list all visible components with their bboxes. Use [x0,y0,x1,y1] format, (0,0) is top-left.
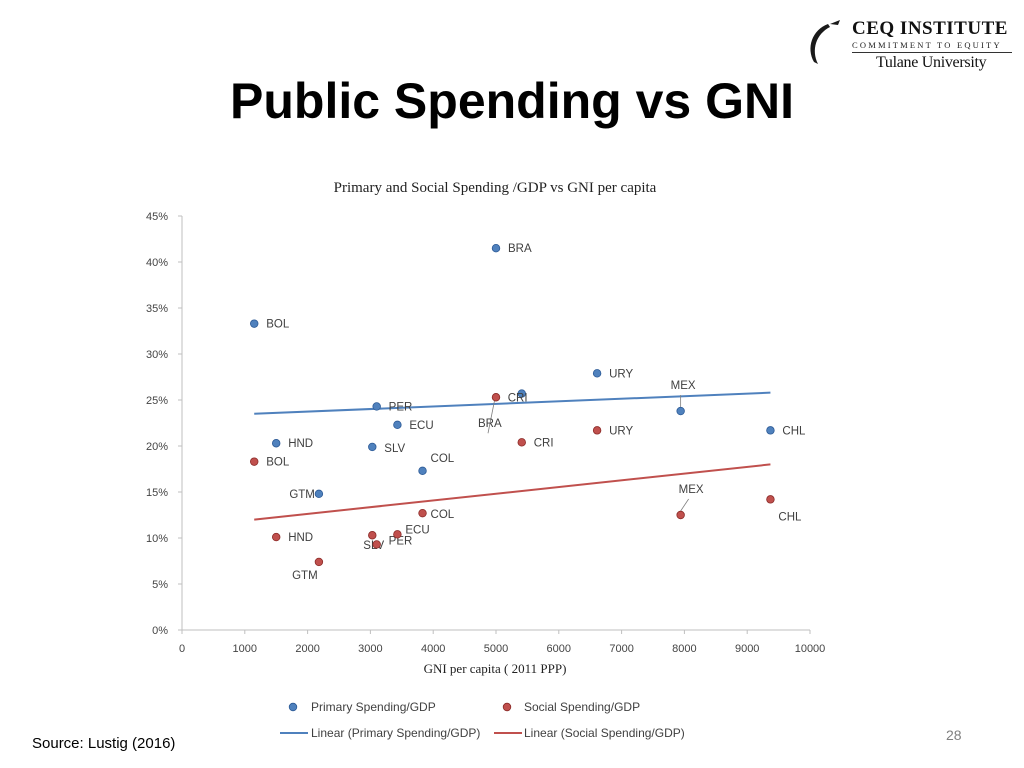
source-note: Source: Lustig (2016) [32,735,176,752]
social-point-col [418,508,427,518]
y-tick-label: 40% [146,257,168,269]
social-point-ecu [393,530,402,539]
y-tick-label: 5% [152,579,168,591]
logo-divider [852,52,1012,53]
legend-trend-label-primary: Linear (Primary Spending/GDP) [311,726,480,740]
social-label-bra: BRA [478,418,502,430]
x-axis-title: GNI per capita ( 2011 PPP) [423,661,567,676]
primary-label-per: PER [389,401,413,413]
x-tick-label: 5000 [484,643,508,655]
logo-university: Tulane University [876,54,987,71]
x-tick-label: 9000 [735,643,759,655]
slide-title: Public Spending vs GNI [230,73,794,129]
primary-label-ecu: ECU [409,420,433,432]
x-tick-label: 8000 [672,643,696,655]
primary-point-chl [766,426,775,435]
social-label-mex: MEX [679,484,704,496]
chart-axes: 0% 5% 10% 15% 20% 25% 30% 35% 40% 45% 0 1000 2000 300… [146,211,825,655]
social-point-bol [250,457,259,466]
legend-trend-label-social: Linear (Social Spending/GDP) [524,726,685,740]
trendlines [254,391,771,521]
social-label-chl: CHL [778,511,802,523]
social-label-gtm: GTM [292,570,318,582]
primary-label-col: COL [431,453,455,465]
page-number: 28 [946,727,962,743]
primary-point-col [418,466,427,476]
primary-label-bra: BRA [508,243,532,255]
primary-label-gtm: GTM [289,489,315,501]
social-label-bol: BOL [266,457,290,469]
social-trendline [254,463,771,521]
y-tick-label: 0% [152,625,168,637]
x-tick-label: 2000 [295,643,319,655]
social-point-bra [491,393,501,402]
social-label-per: PER [389,535,413,547]
social-point-cri [517,438,526,447]
social-point-chl [766,495,775,504]
primary-point-ury [592,369,602,378]
legend-marker-primary [288,702,298,712]
y-tick-label: 20% [146,441,168,453]
primary-point-mex [676,406,685,416]
social-point-slv [368,531,377,540]
x-tick-label: 6000 [547,643,571,655]
social-point-ury [592,426,602,435]
primary-label-cri: CRI [508,393,528,405]
chart-legend: Primary Spending/GDP Social Spending/GDP L… [280,700,685,740]
social-point-hnd [272,532,281,542]
primary-point-per [372,402,381,411]
primary-point-slv [368,442,377,452]
social-point-gtm [314,557,324,567]
x-tick-label: 0 [179,643,185,655]
primary-point-ecu [393,420,402,430]
ceq-swoosh-icon [810,20,840,64]
y-tick-label: 15% [146,487,168,499]
logo-name: CEQ INSTITUTE [852,18,1008,39]
primary-label-chl: CHL [782,425,806,437]
y-tick-label: 10% [146,533,168,545]
social-point-per [372,540,381,549]
social-label-hnd: HND [288,532,313,544]
social-label-cri: CRI [534,437,554,449]
primary-point-gtm [314,489,324,499]
ceq-logo: CEQ INSTITUTE COMMITMENT TO EQUITY Tulan… [800,14,1016,76]
primary-label-slv: SLV [384,443,405,455]
x-tick-label: 7000 [609,643,633,655]
primary-label-ury: URY [609,368,633,380]
x-tick-label: 1000 [233,643,257,655]
social-label-col: COL [431,509,455,521]
primary-point-bra [491,243,501,253]
primary-label-hnd: HND [288,438,313,450]
y-tick-label: 30% [146,349,168,361]
y-tick-label: 25% [146,395,168,407]
primary-point-hnd [272,439,281,448]
chart-title: Primary and Social Spending /GDP vs GNI … [333,180,657,196]
primary-label-bol: BOL [266,319,290,331]
legend-marker-social [502,702,512,712]
x-tick-label: 10000 [795,643,826,655]
social-label-ecu: ECU [405,524,429,536]
data-points: BOLHNDGTMSLVPERECUCOLBRACRIURYMEXCHLBOLH… [250,243,806,582]
x-tick-label: 3000 [358,643,382,655]
legend-label-social: Social Spending/GDP [524,700,640,714]
x-tick-label: 4000 [421,643,445,655]
primary-point-bol [250,319,259,328]
primary-point-cri [517,389,526,398]
label-leader-line [680,498,689,512]
primary-trendline [254,391,771,415]
social-label-ury: URY [609,425,633,437]
y-tick-label: 35% [146,303,168,315]
legend-label-primary: Primary Spending/GDP [311,700,436,714]
primary-label-mex: MEX [671,380,696,392]
social-point-mex [676,510,685,520]
logo-tagline: COMMITMENT TO EQUITY [852,40,1002,50]
y-tick-label: 45% [146,211,168,223]
